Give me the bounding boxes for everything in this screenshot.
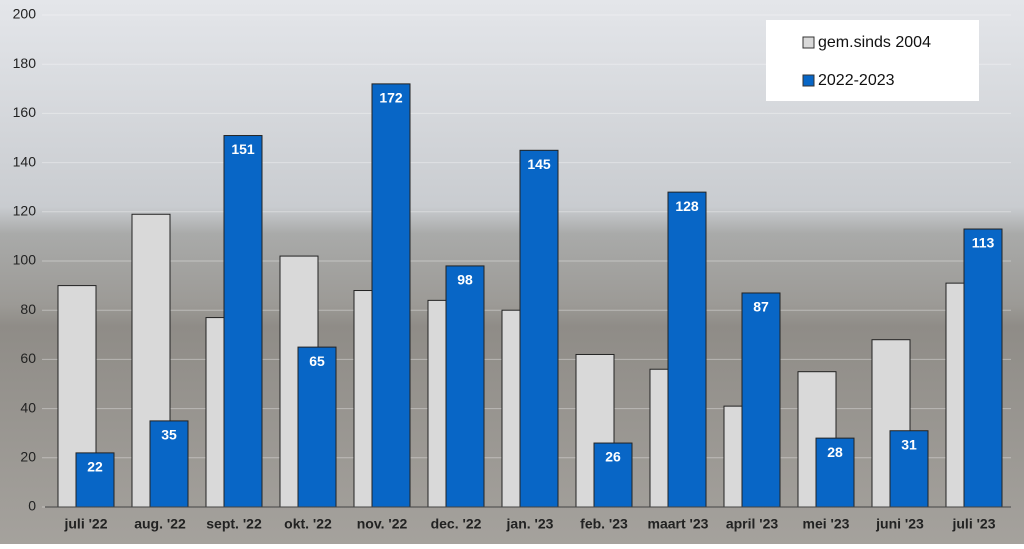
data-label: 35: [161, 427, 177, 443]
bar: [593, 442, 633, 508]
y-tick-label: 60: [20, 350, 36, 366]
data-label: 28: [827, 444, 843, 460]
bar: [223, 135, 263, 508]
y-tick-label: 40: [20, 399, 36, 415]
bar: [75, 452, 115, 508]
bar: [445, 265, 485, 508]
y-tick-label: 140: [13, 153, 37, 169]
y-tick-label: 20: [20, 449, 36, 465]
x-tick-label: jan. '23: [506, 516, 554, 532]
y-tick-label: 0: [28, 498, 36, 514]
y-tick-label: 180: [13, 55, 37, 71]
data-label: 22: [87, 459, 103, 475]
bar: [667, 191, 707, 508]
data-label: 172: [379, 90, 403, 106]
bar: [889, 430, 929, 508]
x-tick-label: feb. '23: [580, 516, 628, 532]
data-label: 87: [753, 299, 769, 315]
legend-swatch: [802, 74, 815, 87]
legend: [766, 20, 979, 101]
x-tick-label: juni '23: [875, 516, 924, 532]
x-tick-label: dec. '22: [431, 516, 482, 532]
x-tick-label: nov. '22: [357, 516, 408, 532]
data-label: 113: [972, 235, 995, 251]
data-label: 145: [527, 156, 551, 172]
x-tick-label: mei '23: [803, 516, 850, 532]
bar: [149, 420, 189, 508]
y-tick-label: 80: [20, 301, 36, 317]
bar: [815, 437, 855, 508]
y-tick-label: 100: [13, 252, 37, 268]
x-tick-label: maart '23: [648, 516, 709, 532]
x-tick-label: april '23: [726, 516, 779, 532]
data-label: 151: [231, 141, 255, 157]
x-tick-label: juli '22: [63, 516, 107, 532]
legend-swatch: [802, 36, 815, 49]
x-tick-label: juli '23: [951, 516, 995, 532]
bar: [963, 228, 1003, 508]
legend-label: 2022-2023: [818, 72, 895, 89]
data-label: 26: [605, 449, 621, 465]
y-tick-label: 160: [13, 104, 37, 120]
x-tick-label: aug. '22: [134, 516, 186, 532]
x-tick-label: sept. '22: [206, 516, 262, 532]
data-label: 65: [309, 353, 325, 369]
data-label: 128: [675, 198, 699, 214]
legend-label: gem.sinds 2004: [818, 34, 931, 51]
y-tick-label: 120: [13, 203, 37, 219]
bar: [519, 149, 559, 508]
bar: [371, 83, 411, 508]
x-tick-label: okt. '22: [284, 516, 332, 532]
data-label: 31: [901, 436, 917, 452]
bar: [297, 346, 337, 508]
data-label: 98: [457, 272, 473, 288]
bar: [741, 292, 781, 508]
y-tick-label: 200: [13, 6, 37, 22]
